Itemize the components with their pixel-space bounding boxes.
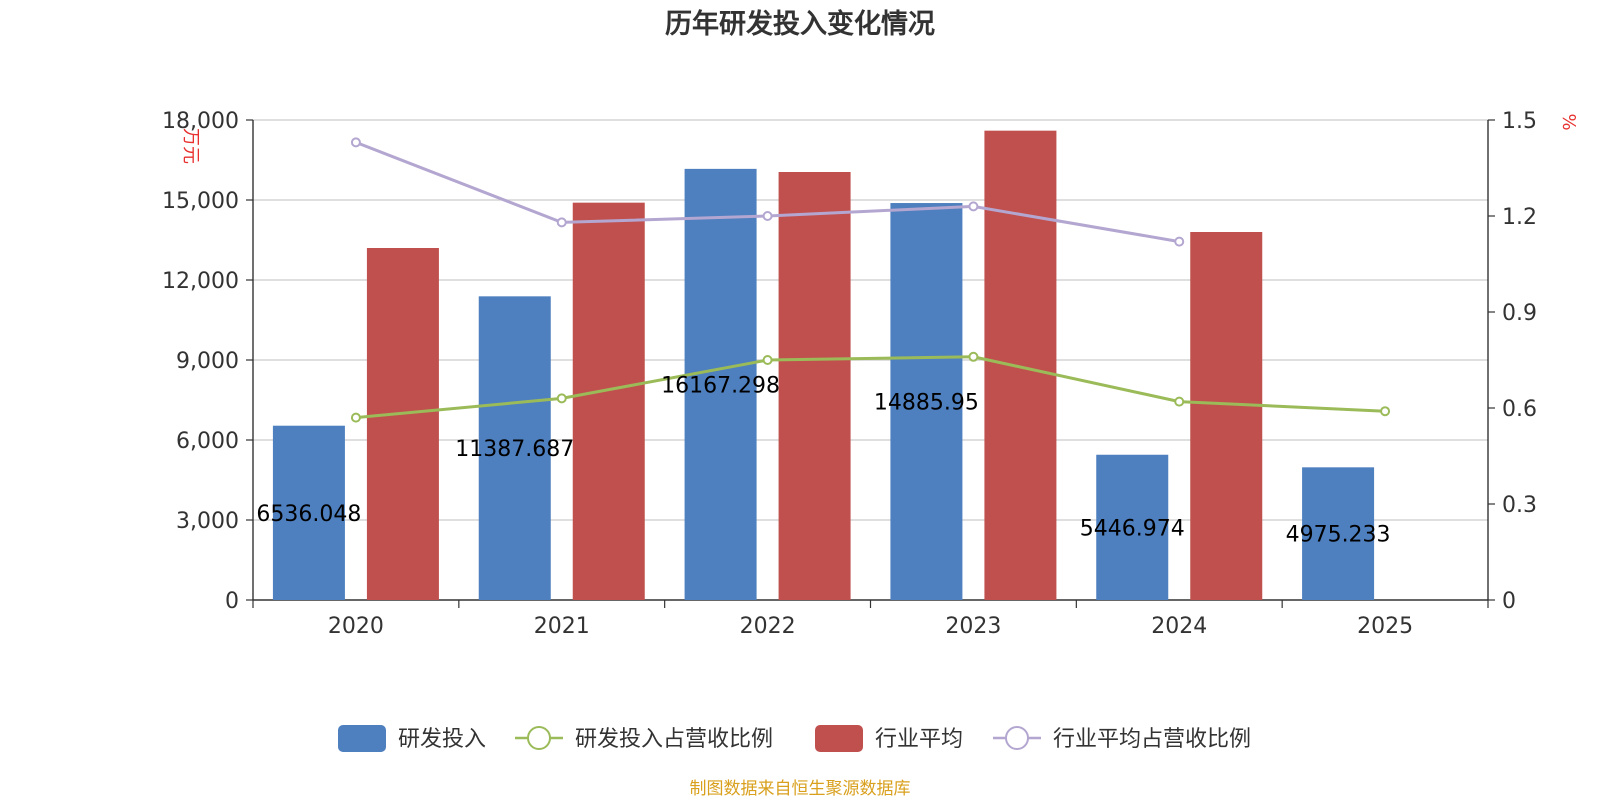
bar-industry-2023 — [984, 130, 1057, 600]
x-tick-label: 2025 — [1357, 614, 1413, 639]
data-label: 11387.687 — [455, 437, 574, 462]
x-tick-label: 2021 — [534, 614, 590, 639]
bar-industry-2021 — [572, 202, 645, 600]
line-point — [1174, 236, 1185, 247]
data-label: 4975.233 — [1286, 523, 1391, 548]
x-tick-label: 2023 — [945, 614, 1001, 639]
bar-industry-2024 — [1190, 232, 1263, 600]
line-point — [968, 351, 979, 362]
line-series-1 — [355, 355, 1386, 420]
data-label: 5446.974 — [1080, 516, 1185, 541]
lines — [350, 137, 1391, 423]
bar-industry-2020 — [366, 248, 439, 600]
left-tick-label: 9,000 — [176, 349, 239, 374]
right-tick-label: 1.2 — [1502, 205, 1537, 230]
right-axis-unit: % — [1558, 113, 1579, 130]
bars — [272, 130, 1375, 601]
left-tick-label: 18,000 — [162, 109, 239, 134]
legend-swatch — [815, 725, 863, 752]
x-tick-label: 2022 — [740, 614, 796, 639]
legend-label: 研发投入占营收比例 — [575, 727, 773, 752]
left-tick-label: 12,000 — [162, 269, 239, 294]
line-point — [762, 211, 773, 221]
bar-rd-2021 — [478, 296, 551, 600]
legend: 研发投入 研发投入占营收比例 行业平均 行业平均占营收比例 — [338, 725, 1251, 752]
data-labels: 6536.048 11387.687 16167.298 14885.95 5446.9… — [256, 373, 1390, 547]
right-tick-label: 0.9 — [1502, 301, 1537, 326]
left-tick-label: 6,000 — [176, 429, 239, 454]
legend-label: 行业平均占营收比例 — [1053, 727, 1251, 752]
bar-rd-2022 — [684, 168, 757, 600]
right-tick-label: 0 — [1502, 589, 1516, 614]
grid — [253, 119, 1488, 521]
line-point — [762, 355, 773, 365]
axes: 0 3,000 6,000 9,000 12,000 15,000 18,000 0 0.3 0.… — [162, 109, 1579, 639]
line-point — [350, 137, 361, 148]
left-tick-label: 15,000 — [162, 189, 239, 214]
chart-title: 历年研发投入变化情况 — [665, 8, 935, 40]
source-note: 制图数据来自恒生聚源数据库 — [690, 779, 911, 799]
legend-marker — [527, 726, 551, 750]
x-tick-label: 2024 — [1151, 614, 1207, 639]
line-point — [1380, 406, 1391, 417]
bar-rd-2025 — [1302, 467, 1375, 600]
left-tick-label: 0 — [225, 589, 239, 614]
legend-label: 行业平均 — [875, 727, 963, 752]
bar-rd-2020 — [272, 425, 345, 600]
data-label: 16167.298 — [661, 373, 780, 398]
line-point — [350, 412, 361, 423]
data-label: 6536.048 — [256, 502, 361, 527]
legend-marker — [1005, 726, 1029, 750]
left-tick-label: 3,000 — [176, 509, 239, 534]
right-tick-label: 0.6 — [1502, 397, 1537, 422]
left-axis-unit: 万元 — [180, 128, 201, 164]
bar-rd-2024 — [1096, 454, 1169, 600]
line-point — [556, 217, 567, 228]
data-label: 14885.95 — [874, 391, 979, 416]
legend-label: 研发投入 — [398, 727, 486, 752]
line-point — [556, 393, 567, 404]
x-tick-label: 2020 — [328, 614, 384, 639]
bar-rd-2023 — [890, 203, 963, 601]
line-point — [968, 201, 979, 212]
legend-swatch — [338, 725, 386, 752]
right-tick-label: 0.3 — [1502, 493, 1537, 518]
bar-industry-2022 — [778, 172, 851, 600]
line-point — [1174, 396, 1185, 407]
right-tick-label: 1.5 — [1502, 109, 1537, 134]
